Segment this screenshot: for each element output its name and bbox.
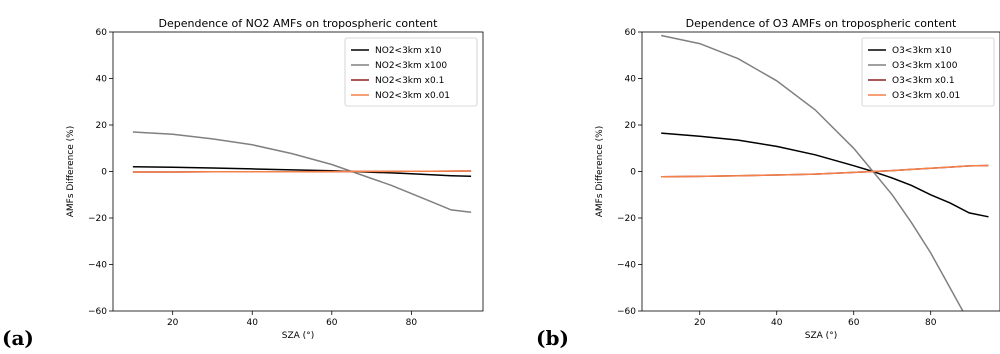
chart-title: Dependence of O3 AMFs on tropospheric co… (686, 17, 957, 30)
x-tick-label: 60 (848, 318, 860, 328)
x-tick-label: 80 (925, 318, 937, 328)
y-tick-label: 40 (625, 75, 637, 85)
y-tick-label: −40 (617, 261, 636, 271)
y-tick-label: 40 (96, 75, 108, 85)
legend: O3<3km x10 O3<3km x100 O3<3km x0.1 O3<3km x… (861, 37, 995, 107)
y-axis-label: AMFs Difference (%) (595, 126, 605, 217)
y-tick-label: −60 (88, 307, 107, 317)
legend-entry: NO2<3km x100 (375, 61, 447, 71)
x-tick-label: 80 (406, 318, 418, 328)
y-tick-label: 0 (101, 168, 107, 178)
legend: NO2<3km x10 NO2<3km x100 NO2<3km x0.1 NO2<3… (344, 37, 478, 107)
panel-label-a: (a) (2, 326, 34, 350)
y-tick-label: −60 (617, 307, 636, 317)
legend-entry: NO2<3km x0.01 (375, 91, 450, 101)
chart-2: Dependence of O3 AMFs on tropospheric co… (595, 17, 1000, 341)
legend-box (861, 37, 995, 107)
y-tick-label: −20 (88, 214, 107, 224)
chart-title: Dependence of NO2 AMFs on tropospheric c… (159, 17, 439, 30)
plot-area (661, 34, 989, 311)
x-tick-label: 40 (247, 318, 259, 328)
x-tick-label: 20 (694, 318, 706, 328)
legend-entry: NO2<3km x10 (375, 46, 442, 56)
legend-entry: O3<3km x0.01 (892, 91, 960, 101)
legend-entry: O3<3km x0.1 (892, 76, 955, 86)
x-tick-label: 60 (326, 318, 338, 328)
series-line-4 (132, 170, 472, 173)
chart-1: Dependence of NO2 AMFs on tropospheric c… (66, 17, 484, 341)
y-axis-label: AMFs Difference (%) (66, 126, 76, 217)
panel-label-b: (b) (536, 326, 569, 350)
x-axis-label: SZA (°) (282, 331, 314, 341)
x-tick-label: 40 (771, 318, 783, 328)
x-tick-label: 20 (167, 318, 179, 328)
y-tick-label: 60 (625, 28, 637, 38)
y-tick-label: 0 (630, 168, 636, 178)
y-tick-label: 20 (96, 121, 108, 131)
legend-entry: O3<3km x10 (892, 46, 952, 56)
y-tick-label: 60 (96, 28, 108, 38)
plot-area (132, 131, 472, 213)
x-axis-label: SZA (°) (805, 331, 837, 341)
y-tick-label: −40 (88, 261, 107, 271)
legend-entry: O3<3km x100 (892, 61, 958, 71)
series-line-1 (661, 132, 989, 218)
y-tick-label: 20 (625, 121, 637, 131)
series-line-4 (661, 164, 989, 178)
y-tick-label: −20 (617, 214, 636, 224)
legend-entry: NO2<3km x0.1 (375, 76, 444, 86)
legend-box (344, 37, 478, 107)
